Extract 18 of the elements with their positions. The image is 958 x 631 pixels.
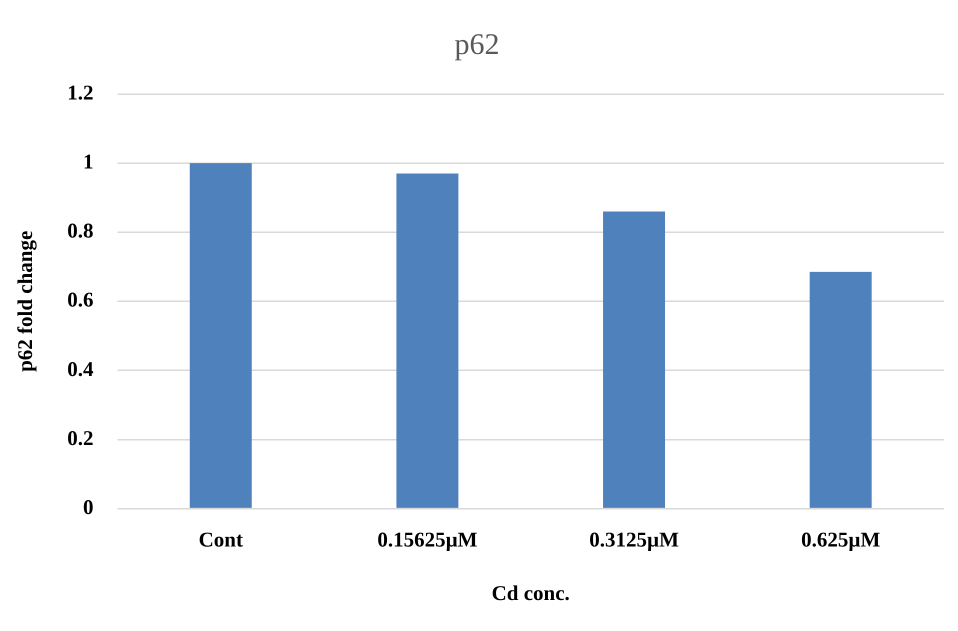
y-tick-label: 0.8 [67,218,94,243]
y-tick-label: 0.6 [67,288,94,312]
y-tick-label: 1.2 [67,80,94,104]
bar [396,173,458,508]
y-tick-label: 0.4 [67,356,94,381]
x-tick-label: Cont [198,528,243,552]
y-tick-label: 0.2 [67,426,94,450]
x-axis-title: Cd conc. [492,580,570,605]
bar [603,211,666,508]
bar [810,272,872,508]
chart-title: p62 [454,28,500,61]
x-tick-label: 0.625µM [801,528,880,552]
y-axis-title: p62 fold change [13,230,38,372]
y-tick-label: 1 [82,150,94,174]
y-tick-label: 0 [82,495,94,520]
x-tick-label: 0.15625µM [377,528,478,552]
bar [190,163,252,508]
x-tick-label: 0.3125µM [589,528,680,552]
